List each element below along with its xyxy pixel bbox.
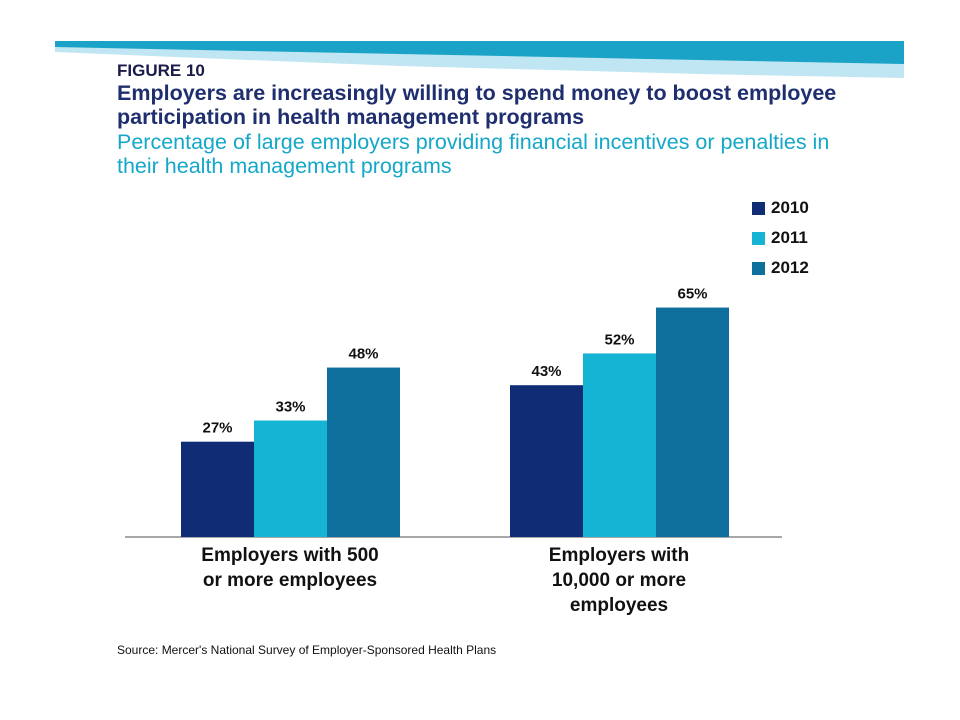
data-label-2011-group-2: 52%	[604, 331, 634, 348]
legend-item-2011: 2011	[752, 223, 809, 253]
bar-2012-group-2	[656, 307, 729, 537]
category-label-10000-line-3: employees	[569, 595, 669, 616]
legend-item-2010: 2010	[752, 193, 809, 223]
legend-label-2011: 2011	[771, 228, 808, 247]
figure-label: FIGURE 10	[117, 61, 205, 80]
source-note: Source: Mercer's National Survey of Empl…	[117, 643, 497, 657]
chart-title: Employers are increasingly willing to sp…	[117, 81, 837, 129]
category-label-500-line-2: or more employees	[202, 570, 378, 591]
bar-2011-group-1	[254, 420, 327, 537]
data-label-2011-group-1: 33%	[275, 399, 305, 416]
data-label-2010-group-1: 27%	[202, 420, 232, 437]
chart-subtitle: Percentage of large employers providing …	[117, 130, 830, 178]
legend-label-2010: 2010	[771, 198, 809, 217]
legend-label-2012: 2012	[771, 258, 809, 277]
bar-2012-group-1	[327, 367, 400, 537]
chart-legend: 2010 2011 2012	[752, 193, 809, 283]
category-label-10000: Employers with 10,000 or more employees	[499, 543, 739, 618]
bar-2010-group-1	[181, 441, 254, 537]
legend-swatch-2012	[752, 261, 765, 275]
legend-swatch-2010	[752, 201, 765, 215]
category-label-10000-line-2: 10,000 or more	[551, 570, 687, 591]
category-label-10000-line-1: Employers with	[548, 545, 690, 566]
banner-dark-band	[55, 41, 904, 64]
data-label-2012-group-2: 65%	[677, 286, 707, 303]
category-label-500: Employers with 500 or more employees	[170, 543, 410, 593]
legend-item-2012: 2012	[752, 253, 809, 283]
legend-swatch-2011	[752, 231, 765, 245]
bar-2010-group-2	[510, 385, 583, 537]
bar-2011-group-2	[583, 353, 656, 537]
data-label-2012-group-1: 48%	[348, 346, 378, 363]
data-label-2010-group-2: 43%	[531, 363, 561, 380]
header-banner	[55, 41, 904, 78]
category-label-500-line-1: Employers with 500	[201, 545, 379, 566]
